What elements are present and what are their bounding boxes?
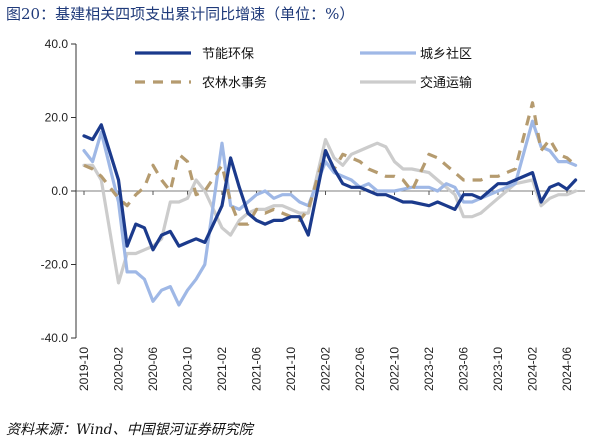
x-axis-ticks: 2019-10 2020-02 2020-06 2020-10 2021-02 2021-… bbox=[77, 191, 574, 391]
series-line-城乡社区 bbox=[82, 119, 578, 307]
y-tick-label: 40.0 bbox=[45, 37, 69, 51]
x-tick-label: 2022-10 bbox=[388, 347, 402, 391]
y-axis-ticks: 40.0 20.0 0.0 -20.0 -40.0 bbox=[41, 37, 76, 345]
x-tick-label: 2024-02 bbox=[526, 347, 540, 391]
x-tick-label: 2019-10 bbox=[77, 347, 91, 391]
x-tick-label: 2020-10 bbox=[181, 347, 195, 391]
series-line-节能环保 bbox=[82, 123, 578, 252]
x-tick-label: 2022-02 bbox=[319, 347, 333, 391]
y-tick-label: 0.0 bbox=[51, 184, 68, 198]
x-tick-label: 2020-02 bbox=[112, 347, 126, 391]
series-lines bbox=[82, 101, 578, 307]
x-tick-label: 2021-02 bbox=[215, 347, 229, 391]
x-tick-label: 2023-02 bbox=[422, 347, 436, 391]
legend-label: 交通运输 bbox=[420, 75, 472, 91]
axes: 40.0 20.0 0.0 -20.0 -40.0 2019-10 2020-02 2020… bbox=[41, 37, 585, 391]
y-tick-label: 20.0 bbox=[45, 111, 69, 125]
x-tick-label: 2024-06 bbox=[560, 347, 574, 391]
x-tick-label: 2021-10 bbox=[284, 347, 298, 391]
y-tick-label: -20.0 bbox=[41, 258, 69, 272]
x-tick-label: 2023-06 bbox=[457, 347, 471, 391]
x-tick-label: 2023-10 bbox=[491, 347, 505, 391]
figure-title: 图20：基建相关四项支出累计同比增速（单位：%） bbox=[6, 5, 355, 23]
x-tick-label: 2022-06 bbox=[353, 347, 367, 391]
legend-label: 节能环保 bbox=[202, 47, 254, 62]
series-line-交通运输 bbox=[82, 137, 578, 285]
legend-label: 农林水事务 bbox=[202, 75, 267, 91]
x-tick-label: 2020-06 bbox=[146, 347, 160, 391]
y-tick-label: -40.0 bbox=[41, 331, 69, 345]
legend-label: 城乡社区 bbox=[420, 46, 472, 62]
x-tick-label: 2021-06 bbox=[250, 347, 264, 391]
source-note: 资料来源：Wind、中国银河证券研究院 bbox=[6, 422, 253, 438]
